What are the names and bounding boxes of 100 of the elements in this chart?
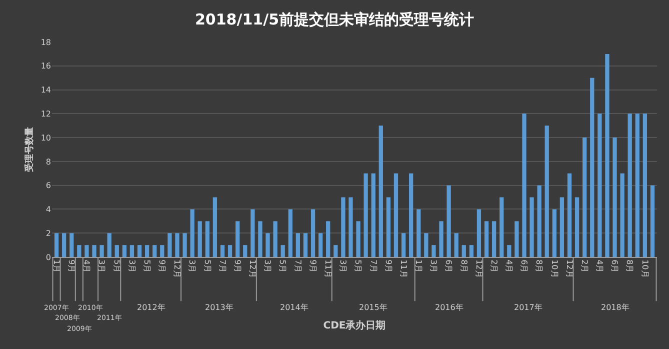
bar <box>605 54 610 257</box>
bar <box>620 173 624 257</box>
bar <box>492 221 496 257</box>
x-tick-label: 11月 <box>398 260 408 278</box>
y-tick-label: 10 <box>40 133 51 142</box>
text: 2012年 <box>137 303 166 312</box>
text: 2017年 <box>514 303 542 312</box>
x-tick-label: 5月 <box>112 260 122 273</box>
bar <box>107 233 112 257</box>
bar <box>530 197 534 257</box>
bar <box>160 245 164 257</box>
x-tick-label: 4月 <box>595 260 604 273</box>
x-tick-label: 2月 <box>580 260 589 273</box>
bar <box>334 245 338 257</box>
bar <box>182 233 187 257</box>
x-tick-label: 3月 <box>338 260 348 273</box>
x-axis-title: CDE承办日期 <box>323 319 386 332</box>
x-tick-label: 12月 <box>172 260 182 278</box>
bar <box>205 221 210 257</box>
bar <box>378 126 383 257</box>
x-tick-label: 8月 <box>459 260 468 273</box>
bar <box>544 126 549 257</box>
bar <box>303 233 308 257</box>
bar <box>280 245 285 257</box>
x-tick-label: 5月 <box>278 260 288 273</box>
bar <box>469 245 474 257</box>
bar <box>84 245 89 257</box>
bar <box>114 245 119 257</box>
text: 2014年 <box>280 303 308 312</box>
bar <box>401 233 406 257</box>
bar <box>394 173 398 257</box>
bar <box>250 209 255 257</box>
bar <box>439 221 444 257</box>
chart-title: 2018/11/5前提交但未审结的受理号统计 <box>194 10 474 28</box>
bar <box>582 138 587 257</box>
bar <box>432 245 436 257</box>
bar <box>356 221 360 257</box>
bar <box>288 209 292 257</box>
y-tick-label: 6 <box>46 181 51 190</box>
bar <box>341 197 346 257</box>
x-tick-label: 8月 <box>534 260 544 273</box>
bar <box>243 245 248 257</box>
bar <box>326 221 330 257</box>
bar <box>642 114 647 257</box>
x-tick-label: 9月 <box>67 260 76 273</box>
bar <box>635 114 640 257</box>
x-tick-label: 7月 <box>218 260 227 273</box>
x-tick-label: 11月 <box>324 260 332 278</box>
bar <box>175 233 180 257</box>
bar <box>409 173 414 257</box>
bar <box>273 221 278 257</box>
y-tick-label: 8 <box>46 157 51 166</box>
bar <box>386 197 391 257</box>
bar <box>77 245 82 257</box>
bar <box>92 245 96 257</box>
bar <box>62 233 66 257</box>
bar <box>628 114 632 257</box>
bar <box>537 185 542 257</box>
x-tick-label: 2月 <box>489 260 498 273</box>
text: 2018年 <box>601 303 630 312</box>
text: 2016年 <box>435 303 464 312</box>
x-tick-label: 1月 <box>414 260 424 273</box>
x-tick-label: 10月 <box>550 260 559 278</box>
bar <box>258 221 262 257</box>
bar <box>100 245 104 257</box>
bar <box>198 221 202 257</box>
bar <box>507 245 512 257</box>
bar <box>650 185 655 257</box>
y-tick-label: 14 <box>40 86 51 95</box>
bar <box>168 233 172 257</box>
x-tick-label: 1月 <box>52 260 61 273</box>
x-tick-label: 6月 <box>444 260 454 273</box>
bar <box>220 245 225 257</box>
bar <box>598 114 602 257</box>
x-tick-label: 10月 <box>640 260 650 278</box>
bar <box>424 233 428 257</box>
bar <box>122 245 126 257</box>
x-tick-label: 9月 <box>384 260 393 273</box>
bar <box>446 185 451 257</box>
x-tick-label: 6月 <box>520 260 529 273</box>
x-tick-label: 4月 <box>82 260 92 273</box>
text: 2015年 <box>359 303 388 312</box>
bar <box>54 233 59 257</box>
bar <box>476 209 482 257</box>
y-tick-label: 12 <box>40 109 51 118</box>
bar <box>266 233 270 257</box>
bar <box>130 245 134 257</box>
x-tick-label: 3月 <box>127 260 136 273</box>
y-tick-label: 0 <box>46 252 51 262</box>
x-tick-label: 5月 <box>142 260 152 273</box>
bar <box>590 78 594 257</box>
bar <box>574 197 580 257</box>
text: 2013年 <box>205 303 234 312</box>
bar <box>296 233 300 257</box>
bar <box>144 245 150 257</box>
bar <box>348 197 353 257</box>
x-tick-label: 3月 <box>188 260 197 273</box>
bar <box>514 221 519 257</box>
bar <box>560 197 564 257</box>
bar <box>310 209 316 257</box>
